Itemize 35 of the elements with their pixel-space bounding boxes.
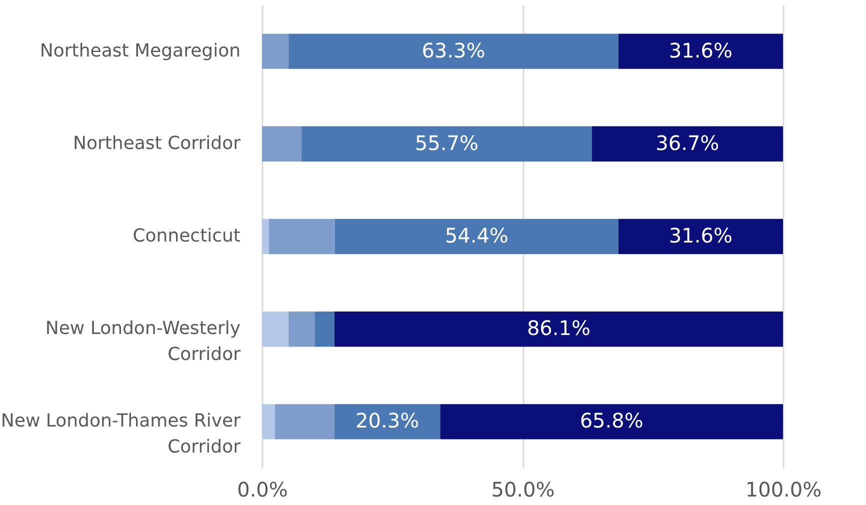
bar: [262, 312, 289, 347]
bar: [618, 218, 783, 254]
data-label: 20.3%: [356, 408, 420, 433]
bar: [262, 34, 289, 69]
bar: [262, 126, 302, 162]
bar: [275, 404, 334, 440]
bar: [592, 126, 783, 162]
x-tick-label: 0.0%: [237, 478, 288, 502]
bar: [314, 312, 334, 347]
data-label: 36.7%: [656, 130, 720, 155]
bar: [268, 218, 335, 254]
y-tick-label: Connecticut: [132, 226, 240, 246]
data-label: 55.7%: [414, 130, 478, 155]
bar: [440, 404, 783, 440]
bar: [262, 404, 276, 440]
x-tick-label: 100.0%: [745, 478, 822, 502]
data-label: 65.8%: [580, 408, 644, 433]
y-tick-label: Northeast Megaregion: [40, 40, 240, 62]
bar: [618, 34, 783, 69]
bar: [334, 218, 618, 254]
y-tick-label: New London-Westerly Corridor: [45, 318, 242, 366]
bar: [334, 312, 783, 347]
data-label: 31.6%: [668, 224, 732, 248]
bar: [262, 218, 269, 254]
bar: [288, 312, 315, 347]
bar: [302, 126, 592, 162]
x-tick-label: 50.0%: [491, 478, 555, 502]
y-tick-label: Northeast Corridor: [72, 132, 242, 154]
data-label: 54.4%: [444, 224, 508, 248]
bar: [288, 34, 618, 69]
y-tick-label: New London-Thames River Corridor: [0, 410, 242, 458]
bar: [334, 404, 440, 440]
data-label: 86.1%: [526, 316, 590, 340]
data-label: 31.6%: [668, 38, 732, 62]
data-label: 63.3%: [422, 38, 486, 62]
